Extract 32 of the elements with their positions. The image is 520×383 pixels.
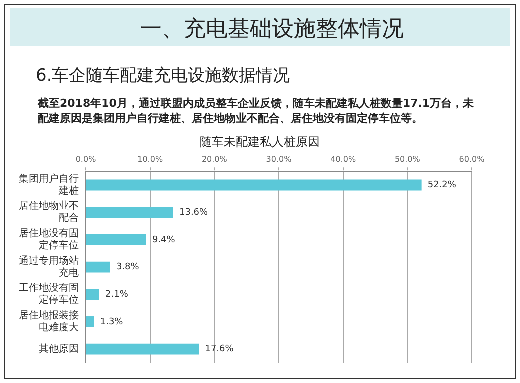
y-tick-label: 其他原因 [39,342,79,355]
y-tick-label: 工作地没有固定停车位 [19,282,79,306]
bar [86,180,422,191]
bar [86,344,200,355]
x-tick-label: 50.0% [394,154,421,164]
y-tick-label: 居住地报装接电难度大 [19,310,79,334]
data-label: 9.4% [152,235,176,246]
data-label: 1.3% [100,317,124,328]
x-tick-label: 30.0% [266,154,292,164]
text: 截至2018年10月，通过联盟内成员整车企业反馈，随车未配建私人桩数量17.1万台，未配建原因是集团用户自行建桩、居住地物业不配合、居住地没有固定停车位等。 [38,96,476,126]
x-tick-label: 40.0% [330,154,356,164]
data-label: 2.1% [106,290,129,300]
x-tick-label: 10.0% [138,154,164,164]
chart-title: 随车未配建私人桩原因 [199,134,321,151]
data-label: 52.2% [428,180,457,191]
bar [86,289,100,300]
bar [86,262,110,273]
x-tick-label: 20.0% [202,154,228,164]
bar [86,207,174,218]
y-tick-label: 通过专用场站充电 [19,254,79,279]
bar [86,316,94,328]
y-tick-label: 居住地没有固定停车位 [19,228,79,252]
data-label: 13.6% [179,208,209,218]
bar [86,234,146,246]
x-tick-label: 60.0% [459,154,486,164]
y-tick-label: 居住地物业不配合 [19,200,79,224]
data-label: 17.6% [205,344,234,355]
y-tick-label: 集团用户自行建桩 [19,172,79,197]
x-tick-label: 0.0% [76,154,97,164]
chart-subtitle: 6.车企随车配建充电设施数据情况 [36,65,290,87]
text: 一、充电基础设施整体情况 [140,16,404,44]
data-label: 3.8% [116,262,140,273]
